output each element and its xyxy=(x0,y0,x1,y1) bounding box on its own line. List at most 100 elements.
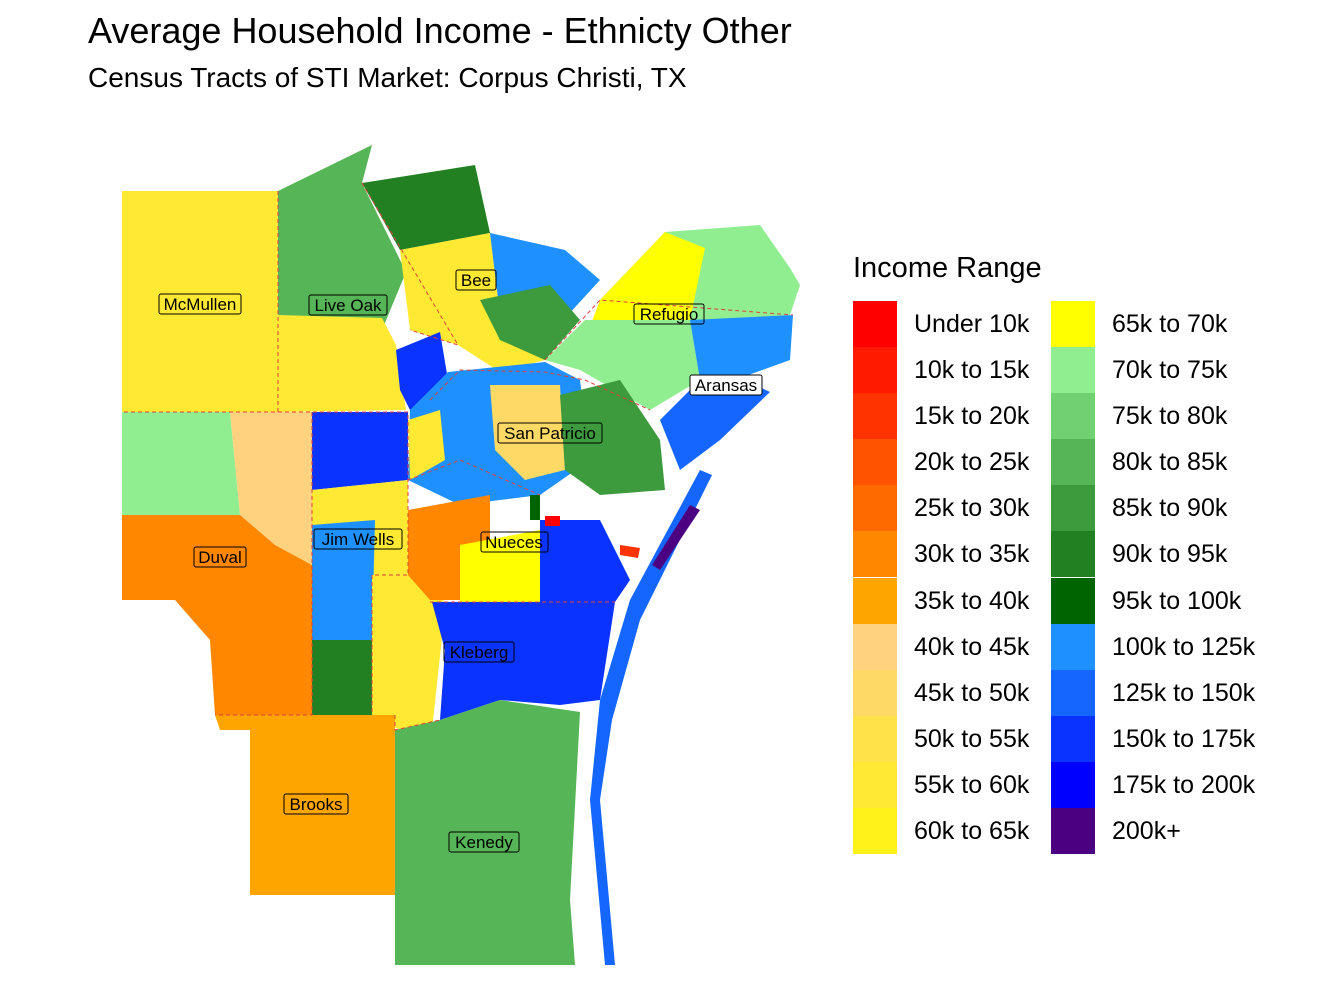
tract-refugio-south xyxy=(545,320,700,410)
legend-label: 75k to 80k xyxy=(1112,402,1228,431)
county-label-kenedy: Kenedy xyxy=(455,833,513,852)
map-subtitle: Census Tracts of STI Market: Corpus Chri… xyxy=(88,62,687,93)
legend-label: 125k to 150k xyxy=(1112,678,1256,707)
legend-label: 200k+ xyxy=(1112,817,1181,846)
label-box-bee xyxy=(455,269,497,291)
label-box-mcmullen xyxy=(158,293,242,315)
legend-label: 55k to 60k xyxy=(914,770,1030,799)
legend-label: 65k to 70k xyxy=(1112,310,1228,338)
legend-swatch xyxy=(853,623,897,670)
tract-bee-darkblue xyxy=(396,332,448,410)
choropleth-map: McMullen Live Oak Bee Refugio Aransas Sa… xyxy=(122,145,800,965)
legend-swatch xyxy=(1051,669,1095,716)
legend-label: 25k to 30k xyxy=(914,494,1030,523)
legend-swatch xyxy=(853,347,897,394)
legend-label: 85k to 90k xyxy=(1112,494,1228,523)
legend-swatch xyxy=(853,577,897,624)
label-box-brooks xyxy=(283,793,349,815)
legend-swatch xyxy=(1051,808,1095,855)
tract-san-patricio-tan xyxy=(490,385,565,480)
label-box-nueces xyxy=(480,531,549,553)
tract-live-oak-south xyxy=(278,315,406,412)
tract-san-patricio-green xyxy=(560,380,665,495)
tract-mcmullen xyxy=(122,191,278,412)
tract-refugio-yellow xyxy=(585,232,705,340)
legend-label: 30k to 35k xyxy=(914,540,1030,569)
county-label-bee: Bee xyxy=(461,271,491,290)
county-boundaries xyxy=(122,182,794,731)
legend-swatch xyxy=(1051,531,1095,578)
label-box-kleberg xyxy=(443,641,515,663)
legend-label: 100k to 125k xyxy=(1112,632,1256,661)
legend-swatch xyxy=(1051,439,1095,486)
map-title: Average Household Income - Ethnicty Othe… xyxy=(88,10,792,51)
legend-label: 70k to 75k xyxy=(1112,356,1228,385)
tract-kleberg xyxy=(432,602,615,720)
legend-swatch xyxy=(1051,623,1095,670)
county-label-duval: Duval xyxy=(198,548,241,567)
label-box-duval xyxy=(193,546,247,568)
legend-swatch xyxy=(1051,393,1095,440)
tract-bee-north xyxy=(362,165,490,250)
tract-brooks xyxy=(215,715,395,895)
legend-label: 15k to 20k xyxy=(914,402,1030,431)
tract-bee-green xyxy=(480,285,580,360)
tract-nueces-red xyxy=(545,516,560,526)
tract-jim-wells-east xyxy=(372,575,445,730)
tract-island-tip xyxy=(652,505,700,570)
county-label-nueces: Nueces xyxy=(485,533,543,552)
county-label-mcmullen: McMullen xyxy=(164,295,237,314)
legend-swatch xyxy=(853,439,897,486)
county-label-live-oak: Live Oak xyxy=(314,296,382,315)
county-labels: McMullen Live Oak Bee Refugio Aransas Sa… xyxy=(158,269,763,853)
tract-jim-wells-lightblue xyxy=(312,520,375,640)
legend-swatch xyxy=(853,485,897,532)
legend-label: 150k to 175k xyxy=(1112,724,1256,753)
legend-label: 35k to 40k xyxy=(914,586,1030,615)
legend-label: 10k to 15k xyxy=(914,356,1030,385)
legend-label: 90k to 95k xyxy=(1112,540,1228,569)
tract-barrier-island xyxy=(590,470,712,965)
legend-label: 60k to 65k xyxy=(914,817,1030,846)
tract-jim-wells-blue xyxy=(312,412,408,490)
legend-swatch xyxy=(853,761,897,808)
tract-refugio-blue xyxy=(690,315,793,380)
tract-aransas xyxy=(660,378,770,470)
legend-swatch xyxy=(853,531,897,578)
label-box-refugio xyxy=(633,303,705,325)
tract-duval-mid xyxy=(230,412,312,565)
county-label-kleberg: Kleberg xyxy=(450,643,509,662)
label-box-live-oak xyxy=(308,294,388,316)
legend-swatch xyxy=(853,301,897,347)
county-label-refugio: Refugio xyxy=(640,305,699,324)
tract-duval-south xyxy=(122,515,312,715)
legend-label: 80k to 85k xyxy=(1112,448,1228,477)
tract-jim-wells-green xyxy=(312,640,372,715)
legend-swatch xyxy=(1051,301,1095,347)
label-box-san-patricio xyxy=(497,422,603,444)
legend-swatch xyxy=(1051,485,1095,532)
label-box-jim-wells xyxy=(313,528,403,550)
county-label-brooks: Brooks xyxy=(290,795,343,814)
tract-duval-north xyxy=(122,412,240,515)
legend-label: 175k to 200k xyxy=(1112,770,1256,799)
legend-swatch xyxy=(853,669,897,716)
legend-title: Income Range xyxy=(853,252,1042,284)
legend-label: 45k to 50k xyxy=(914,678,1030,707)
legend-swatch xyxy=(853,715,897,762)
county-label-aransas: Aransas xyxy=(695,376,757,395)
tract-nueces-yellow xyxy=(460,530,540,602)
legend-label: 50k to 55k xyxy=(914,724,1030,753)
legend-label: Under 10k xyxy=(914,310,1030,338)
legend-swatch xyxy=(1051,715,1095,762)
legend-label: 95k to 100k xyxy=(1112,586,1242,615)
county-label-jim-wells: Jim Wells xyxy=(322,530,394,549)
county-label-san-patricio: San Patricio xyxy=(504,424,596,443)
legend-swatch xyxy=(853,808,897,855)
legend-label: 40k to 45k xyxy=(914,632,1030,661)
label-box-aransas xyxy=(689,374,763,396)
legend-swatch xyxy=(853,393,897,440)
tract-nueces-red2 xyxy=(620,545,640,558)
legend-swatch xyxy=(1051,347,1095,394)
tract-live-oak-north xyxy=(278,145,406,330)
